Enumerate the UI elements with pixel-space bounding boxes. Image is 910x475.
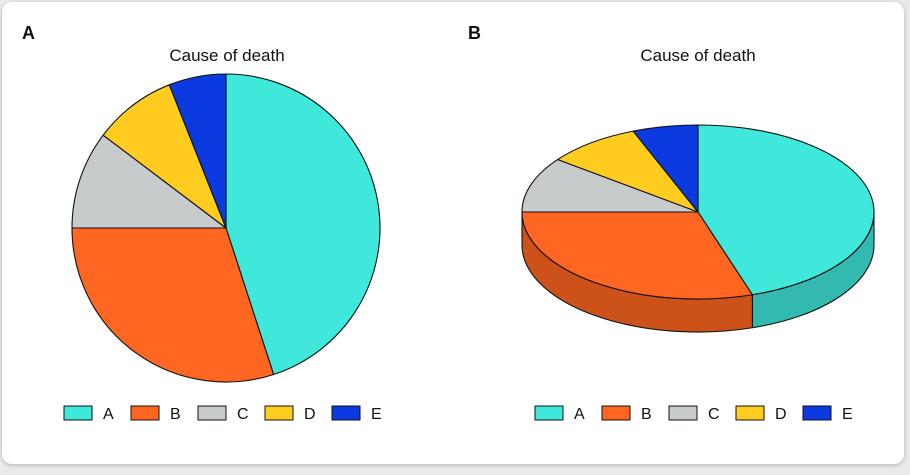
pie-a-slice-e	[168, 73, 227, 229]
pie-a-slice-a	[225, 73, 381, 376]
chart-a-legend-label-a: A	[103, 406, 114, 423]
chart-b-legend-label-c: C	[708, 406, 720, 423]
chart-a-legend-label-e: E	[371, 406, 382, 423]
pie-b-slice-d	[557, 130, 699, 213]
pie-b-slice-e	[632, 124, 699, 213]
chart-a-legend-swatch-d	[264, 405, 294, 421]
chart-b-legend-swatch-b	[601, 405, 631, 421]
chart-b-legend-label-d: D	[775, 406, 787, 423]
chart-b-legend-swatch-c	[668, 405, 698, 421]
pie-a-slice-c	[71, 134, 227, 229]
pie-b-slice-a	[697, 124, 875, 296]
chart-a-title: Cause of death	[169, 46, 284, 65]
chart-b-legend-label-e: E	[842, 406, 853, 423]
chart-a-legend-label-b: B	[170, 406, 181, 423]
chart-a-legend-swatch-b	[130, 405, 160, 421]
pie-a-slice-b	[71, 227, 275, 383]
chart-b-legend: A B C D E	[534, 405, 853, 423]
pie-a-slice-d	[102, 84, 227, 229]
chart-a-legend-swatch-a	[63, 405, 93, 421]
chart-a-legend-label-c: C	[237, 406, 249, 423]
panel-letter-a: A	[22, 23, 35, 43]
pie-b-slice-b	[521, 211, 753, 300]
chart-a-legend-swatch-e	[331, 405, 361, 421]
chart-b-slices	[521, 124, 875, 333]
chart-b-legend-swatch-a	[534, 405, 564, 421]
chart-b-legend-swatch-e	[802, 405, 832, 421]
chart-b-legend-label-a: A	[574, 406, 585, 423]
chart-b-title: Cause of death	[640, 46, 755, 65]
chart-a-slices	[71, 73, 381, 383]
pie-b-slice-c	[521, 158, 699, 213]
chart-a-legend-label-d: D	[304, 406, 316, 423]
chart-a-legend-swatch-c	[197, 405, 227, 421]
panel-letter-b: B	[468, 23, 481, 43]
chart-a-legend: A B C D E	[63, 405, 382, 423]
chart-b-legend-swatch-d	[735, 405, 765, 421]
chart-b-legend-label-b: B	[641, 406, 652, 423]
